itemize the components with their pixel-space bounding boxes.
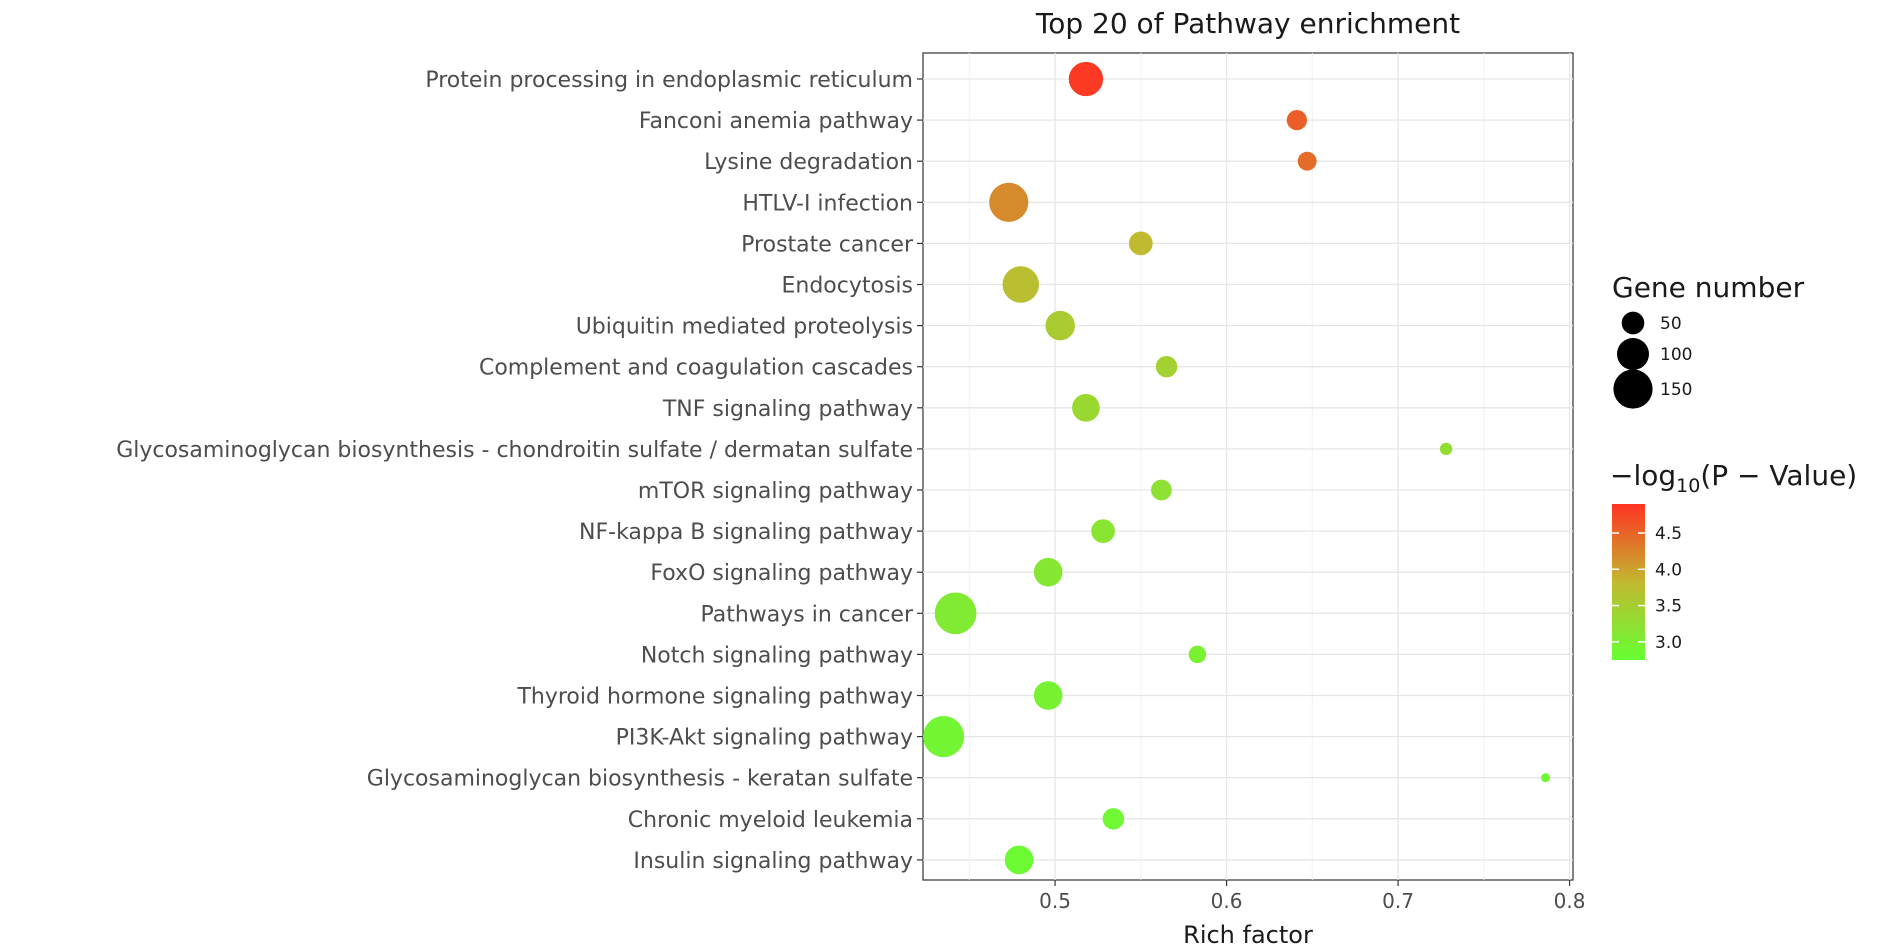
y-tick-label: Glycosaminoglycan biosynthesis - chondro…: [116, 438, 913, 463]
y-tick-label: Notch signaling pathway: [641, 643, 913, 668]
color-legend-title-suffix: (P − Value): [1700, 459, 1857, 492]
data-point: [923, 716, 965, 758]
data-point: [1151, 479, 1172, 501]
data-point: [1439, 442, 1453, 456]
y-tick-label: Complement and coagulation cascades: [479, 356, 913, 381]
data-point: [1068, 61, 1104, 97]
x-axis-ticks: 0.5 0.6 0.7 0.8: [1039, 880, 1585, 913]
data-point: [1091, 519, 1115, 543]
y-tick-label: PI3K-Akt signaling pathway: [616, 726, 913, 751]
colorbar-tick-label: 3.0: [1655, 633, 1682, 653]
y-tick-label: Glycosaminoglycan biosynthesis - keratan…: [367, 767, 913, 792]
y-tick-label: Fanconi anemia pathway: [639, 109, 913, 134]
color-legend-title-prefix: −log: [1610, 459, 1676, 492]
data-point: [1188, 645, 1207, 664]
y-tick-label: Prostate cancer: [741, 232, 914, 257]
colorbar-tick-label: 4.5: [1655, 524, 1682, 544]
size-legend-label: 50: [1660, 314, 1682, 334]
colorbar-tick-label: 3.5: [1655, 597, 1682, 617]
plot-panel: [922, 52, 1574, 881]
colorbar: [1612, 504, 1645, 660]
y-tick-label: Ubiquitin mediated proteolysis: [576, 315, 913, 340]
data-points: [923, 61, 1551, 875]
data-point: [1102, 808, 1125, 830]
data-point: [1541, 773, 1551, 783]
x-tick-label: 0.7: [1382, 889, 1414, 913]
size-legend-swatch: [1613, 369, 1653, 409]
data-point: [1128, 231, 1153, 256]
chart-title: Top 20 of Pathway enrichment: [1035, 7, 1460, 40]
size-legend-label: 100: [1660, 345, 1692, 365]
size-legend-title: Gene number: [1612, 271, 1805, 304]
size-legend-label: 150: [1660, 380, 1692, 400]
color-legend: −log10(P − Value) 4.5 4.0 3.5 3.0: [1610, 459, 1857, 660]
y-tick-label: Lysine degradation: [704, 150, 913, 175]
y-tick-label: NF-kappa B signaling pathway: [579, 520, 913, 545]
y-tick-label: Chronic myeloid leukemia: [628, 808, 913, 833]
y-tick-label: Pathways in cancer: [700, 602, 913, 627]
size-legend: Gene number 50 100 150: [1612, 271, 1805, 409]
x-tick-label: 0.6: [1211, 889, 1243, 913]
colorbar-tick-label: 4.0: [1655, 560, 1682, 580]
x-tick-label: 0.5: [1039, 889, 1071, 913]
data-point: [1002, 266, 1040, 303]
data-point: [1297, 151, 1317, 171]
y-tick-label: TNF signaling pathway: [662, 397, 913, 422]
y-tick-label: Insulin signaling pathway: [633, 849, 913, 874]
y-axis-ticks: Protein processing in endoplasmic reticu…: [116, 68, 923, 874]
data-point: [1286, 109, 1307, 131]
y-tick-label: HTLV-I infection: [742, 191, 913, 216]
data-point: [1155, 355, 1178, 378]
y-tick-label: mTOR signaling pathway: [638, 479, 913, 504]
data-point: [989, 182, 1029, 222]
data-point: [1033, 557, 1063, 587]
data-point: [1004, 845, 1034, 875]
x-tick-label: 0.8: [1554, 889, 1586, 913]
grid-lines: [923, 53, 1573, 880]
y-tick-label: Protein processing in endoplasmic reticu…: [425, 68, 913, 93]
data-point: [1045, 310, 1075, 341]
size-legend-swatch: [1621, 311, 1645, 335]
data-point: [934, 592, 977, 635]
size-legend-swatch: [1617, 338, 1649, 370]
color-legend-title-subscript: 10: [1676, 475, 1700, 497]
data-point: [1033, 681, 1063, 710]
y-tick-label: Thyroid hormone signaling pathway: [516, 685, 913, 710]
x-axis-title: Rich factor: [1183, 921, 1313, 948]
data-point: [1072, 393, 1100, 422]
y-tick-label: FoxO signaling pathway: [650, 561, 913, 586]
color-legend-title: −log10(P − Value): [1610, 459, 1857, 497]
y-tick-label: Endocytosis: [781, 274, 913, 299]
